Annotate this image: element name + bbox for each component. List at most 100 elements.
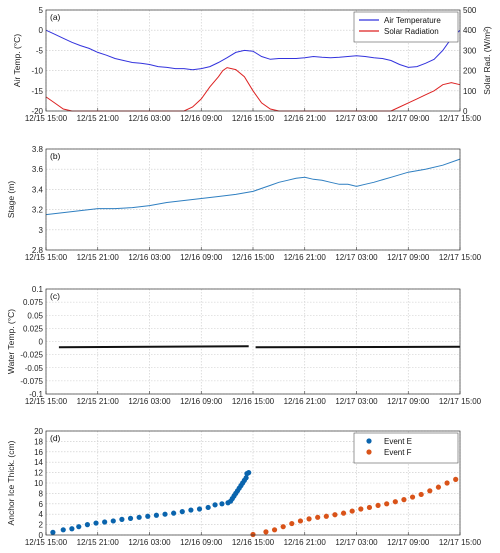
series-line-1 <box>58 345 249 349</box>
x-tick-label: 12/17 15:00 <box>439 538 482 547</box>
x-tick-label: 12/17 03:00 <box>335 538 378 547</box>
legend-label: Solar Radiation <box>384 27 439 36</box>
y-tick-label: 8 <box>39 489 44 498</box>
data-point <box>332 512 338 518</box>
y-tick-label: 16 <box>34 448 43 457</box>
data-point <box>271 527 278 533</box>
y2-tick-label: 100 <box>463 87 477 96</box>
x-tick-label: 12/16 09:00 <box>180 397 223 406</box>
data-point <box>205 504 211 511</box>
data-point <box>366 504 373 511</box>
y-tick-label: 20 <box>34 427 43 436</box>
y-tick-label: 3.6 <box>32 165 44 174</box>
data-point <box>243 475 249 481</box>
data-point <box>315 514 321 520</box>
y-tick-label: 6 <box>39 500 44 509</box>
data-point <box>246 470 252 476</box>
x-tick-label: 12/17 15:00 <box>439 397 482 406</box>
x-tick-label: 12/16 15:00 <box>232 114 275 123</box>
legend-box <box>353 11 459 43</box>
y2-tick-label: 0 <box>463 107 468 116</box>
x-tick-label: 12/16 09:00 <box>180 253 223 262</box>
y-tick-label: 14 <box>34 458 43 467</box>
plot-frame <box>45 288 461 395</box>
data-point <box>409 494 416 500</box>
y2-tick-label: 400 <box>463 26 477 35</box>
legend-label: Event E <box>384 437 412 446</box>
x-tick-label: 12/16 15:00 <box>232 253 275 262</box>
data-point <box>171 510 177 516</box>
data-point <box>196 506 203 512</box>
x-tick-label: 12/15 15:00 <box>25 114 68 123</box>
y-tick-label: 0.025 <box>23 324 44 333</box>
x-tick-label: 12/17 09:00 <box>387 253 430 262</box>
panel-3: 12/15 15:00 12/15 21:00 12/16 03:00 12/16 0… <box>6 285 482 406</box>
data-point <box>289 520 295 527</box>
y-tick-label: -0.075 <box>20 377 43 386</box>
x-tick-label: 12/17 09:00 <box>387 538 430 547</box>
legend: Air Temperature Solar Radiation <box>353 11 459 43</box>
y-axis-label: Stage (m) <box>6 181 16 218</box>
x-tick-label: 12/16 03:00 <box>128 538 171 547</box>
y-tick-label: -15 <box>31 87 43 96</box>
y-tick-label: 0 <box>39 338 44 347</box>
x-tick-label: 12/16 21:00 <box>284 114 327 123</box>
data-point <box>427 488 433 494</box>
data-point <box>179 509 185 515</box>
legend: Event E Event F <box>353 432 459 464</box>
data-point <box>349 508 355 514</box>
data-point <box>136 514 142 520</box>
data-point <box>340 510 347 516</box>
y-axis-label: Air Temp. (°C) <box>12 34 22 87</box>
x-tick-label: 12/16 15:00 <box>232 538 275 547</box>
y-tick-label: -10 <box>31 67 43 76</box>
panel-label: (a) <box>50 12 61 22</box>
data-point <box>69 526 75 532</box>
y-tick-label: -5 <box>36 46 44 55</box>
x-tick-label: 12/17 15:00 <box>439 114 482 123</box>
y-tick-label: 5 <box>39 6 44 15</box>
x-tick-label: 12/15 21:00 <box>77 538 120 547</box>
data-point <box>212 502 218 508</box>
x-tick-label: 12/16 21:00 <box>284 397 327 406</box>
data-point <box>162 511 168 517</box>
y-tick-label: 3.8 <box>32 145 44 154</box>
x-tick-label: 12/17 03:00 <box>335 397 378 406</box>
y-tick-label: 3 <box>39 226 44 235</box>
y-tick-label: 2.8 <box>32 246 44 255</box>
panel-label: (d) <box>50 433 61 443</box>
legend-label: Event F <box>384 448 412 457</box>
data-point <box>392 499 398 505</box>
y2-tick-label: 500 <box>463 6 477 15</box>
data-point <box>102 519 108 525</box>
data-point <box>145 513 151 519</box>
plot-frame <box>45 430 461 536</box>
data-point <box>60 527 66 533</box>
legend-swatch <box>366 438 372 444</box>
plot-frame <box>45 9 461 112</box>
y-tick-label: 2 <box>39 521 44 530</box>
y-tick-label: 3.2 <box>32 206 44 215</box>
data-point <box>153 512 159 518</box>
x-tick-label: 12/16 21:00 <box>284 253 327 262</box>
y-tick-label: 0.05 <box>27 311 43 320</box>
y-tick-label: 10 <box>34 479 43 488</box>
y-tick-label: 0 <box>39 531 44 540</box>
legend-swatch <box>366 449 372 455</box>
data-point <box>188 507 194 513</box>
x-tick-label: 12/17 09:00 <box>387 114 430 123</box>
x-tick-label: 12/15 21:00 <box>77 253 120 262</box>
x-tick-label: 12/16 03:00 <box>128 397 171 406</box>
x-tick-label: 12/17 15:00 <box>439 253 482 262</box>
y2-axis-label: Solar Rad. (W/m²) <box>482 26 492 95</box>
y-tick-label: 18 <box>34 437 43 446</box>
y-tick-label: -0.025 <box>20 351 43 360</box>
y-tick-label: 4 <box>39 510 44 519</box>
x-tick-label: 12/16 09:00 <box>180 538 223 547</box>
y2-tick-label: 300 <box>463 46 477 55</box>
x-tick-label: 12/15 15:00 <box>25 538 68 547</box>
legend-box <box>353 432 459 464</box>
data-point <box>384 501 390 507</box>
data-point <box>93 520 99 526</box>
series-line-1 <box>45 158 461 216</box>
